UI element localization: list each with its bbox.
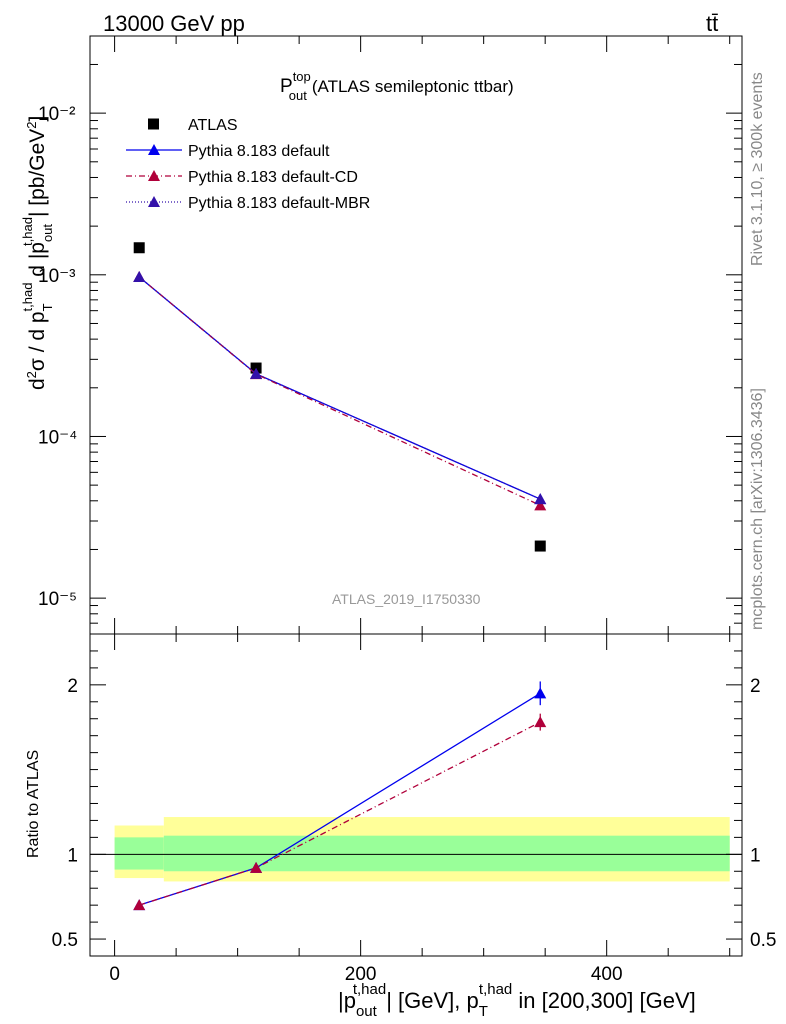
legend-marker <box>148 144 160 155</box>
legend-label: Pythia 8.183 default-MBR <box>188 195 370 212</box>
ratio-y-tick-label-right: 1 <box>750 845 761 866</box>
legend-marker <box>148 196 160 207</box>
legend-label: Pythia 8.183 default <box>188 143 330 160</box>
y-tick-label: 10⁻⁴ <box>38 427 77 448</box>
ratio-y-tick-label: 2 <box>67 676 78 697</box>
ratio-y-tick-label-right: 2 <box>750 676 761 697</box>
ratio-series-group <box>133 681 547 911</box>
legend-label: Pythia 8.183 default-CD <box>188 169 358 186</box>
analysis-watermark: ATLAS_2019_I1750330 <box>332 591 481 607</box>
mc-data-point <box>250 367 263 379</box>
ratio-data-point <box>133 899 146 911</box>
ratio-axis-ticks: 0.5 0.5 1 1 2 2 0 200 400 <box>52 634 776 985</box>
svg-text:d2σ / d pTt,had d |poutt,had|: d2σ / d pTt,had d |poutt,had| [pb/GeV2] <box>20 116 55 390</box>
mcplots-label: mcplots.cern.ch [arXiv:1306.3436] <box>749 388 766 630</box>
ratio-inner-band <box>114 837 164 870</box>
main-y-axis-label: d2σ / d pTt,had d |poutt,had| [pb/GeV2] <box>20 116 55 390</box>
legend: ATLAS Pythia 8.183 default Pythia 8.183 de… <box>126 117 370 212</box>
ratio-y-tick-label: 1 <box>67 845 78 866</box>
y-tick-label: 10⁻⁵ <box>38 589 77 610</box>
y-tick-label: 10⁻³ <box>38 266 76 287</box>
ratio-y-tick-label-right: 0.5 <box>750 930 776 951</box>
ratio-data-point <box>534 716 547 728</box>
mc-series-line <box>138 276 541 506</box>
atlas-data-point <box>133 242 145 254</box>
legend-marker <box>148 118 159 130</box>
mc-data-point <box>133 270 146 282</box>
ratio-data-point <box>250 861 263 873</box>
x-axis-label: |poutt,had| [GeV], pTt,had in [200,300] … <box>338 981 696 1020</box>
mc-series-line <box>138 276 541 500</box>
ratio-y-axis-label: Ratio to ATLAS <box>25 750 42 858</box>
main-series-group <box>133 242 547 552</box>
plot-title: Ptop out (ATLAS semileptonic ttbar) <box>280 69 514 103</box>
x-tick-label: 0 <box>109 964 120 985</box>
mc-data-point <box>534 499 547 511</box>
x-tick-label: 200 <box>345 964 377 985</box>
mc-data-point <box>534 493 547 505</box>
x-tick-label: 400 <box>591 964 623 985</box>
ratio-inner-band <box>163 835 730 872</box>
header-energy-label: 13000 GeV pp <box>103 11 245 36</box>
ratio-data-point <box>534 687 547 699</box>
ratio-uncertainty-bands <box>114 817 730 882</box>
ratio-y-tick-label: 0.5 <box>52 930 78 951</box>
y-tick-label: 10⁻² <box>38 104 76 125</box>
header-process-label: tt̄ <box>706 11 718 36</box>
legend-label: ATLAS <box>188 117 238 134</box>
main-axis-ticks: 10⁻⁵ 10⁻⁴ 10⁻³ 10⁻² <box>38 35 742 635</box>
mc-series-line <box>138 276 541 500</box>
ratio-plot-frame <box>89 633 743 957</box>
rivet-version-label: Rivet 3.1.10, ≥ 300k events <box>749 72 766 266</box>
atlas-data-point <box>534 540 546 552</box>
legend-marker <box>148 170 160 181</box>
